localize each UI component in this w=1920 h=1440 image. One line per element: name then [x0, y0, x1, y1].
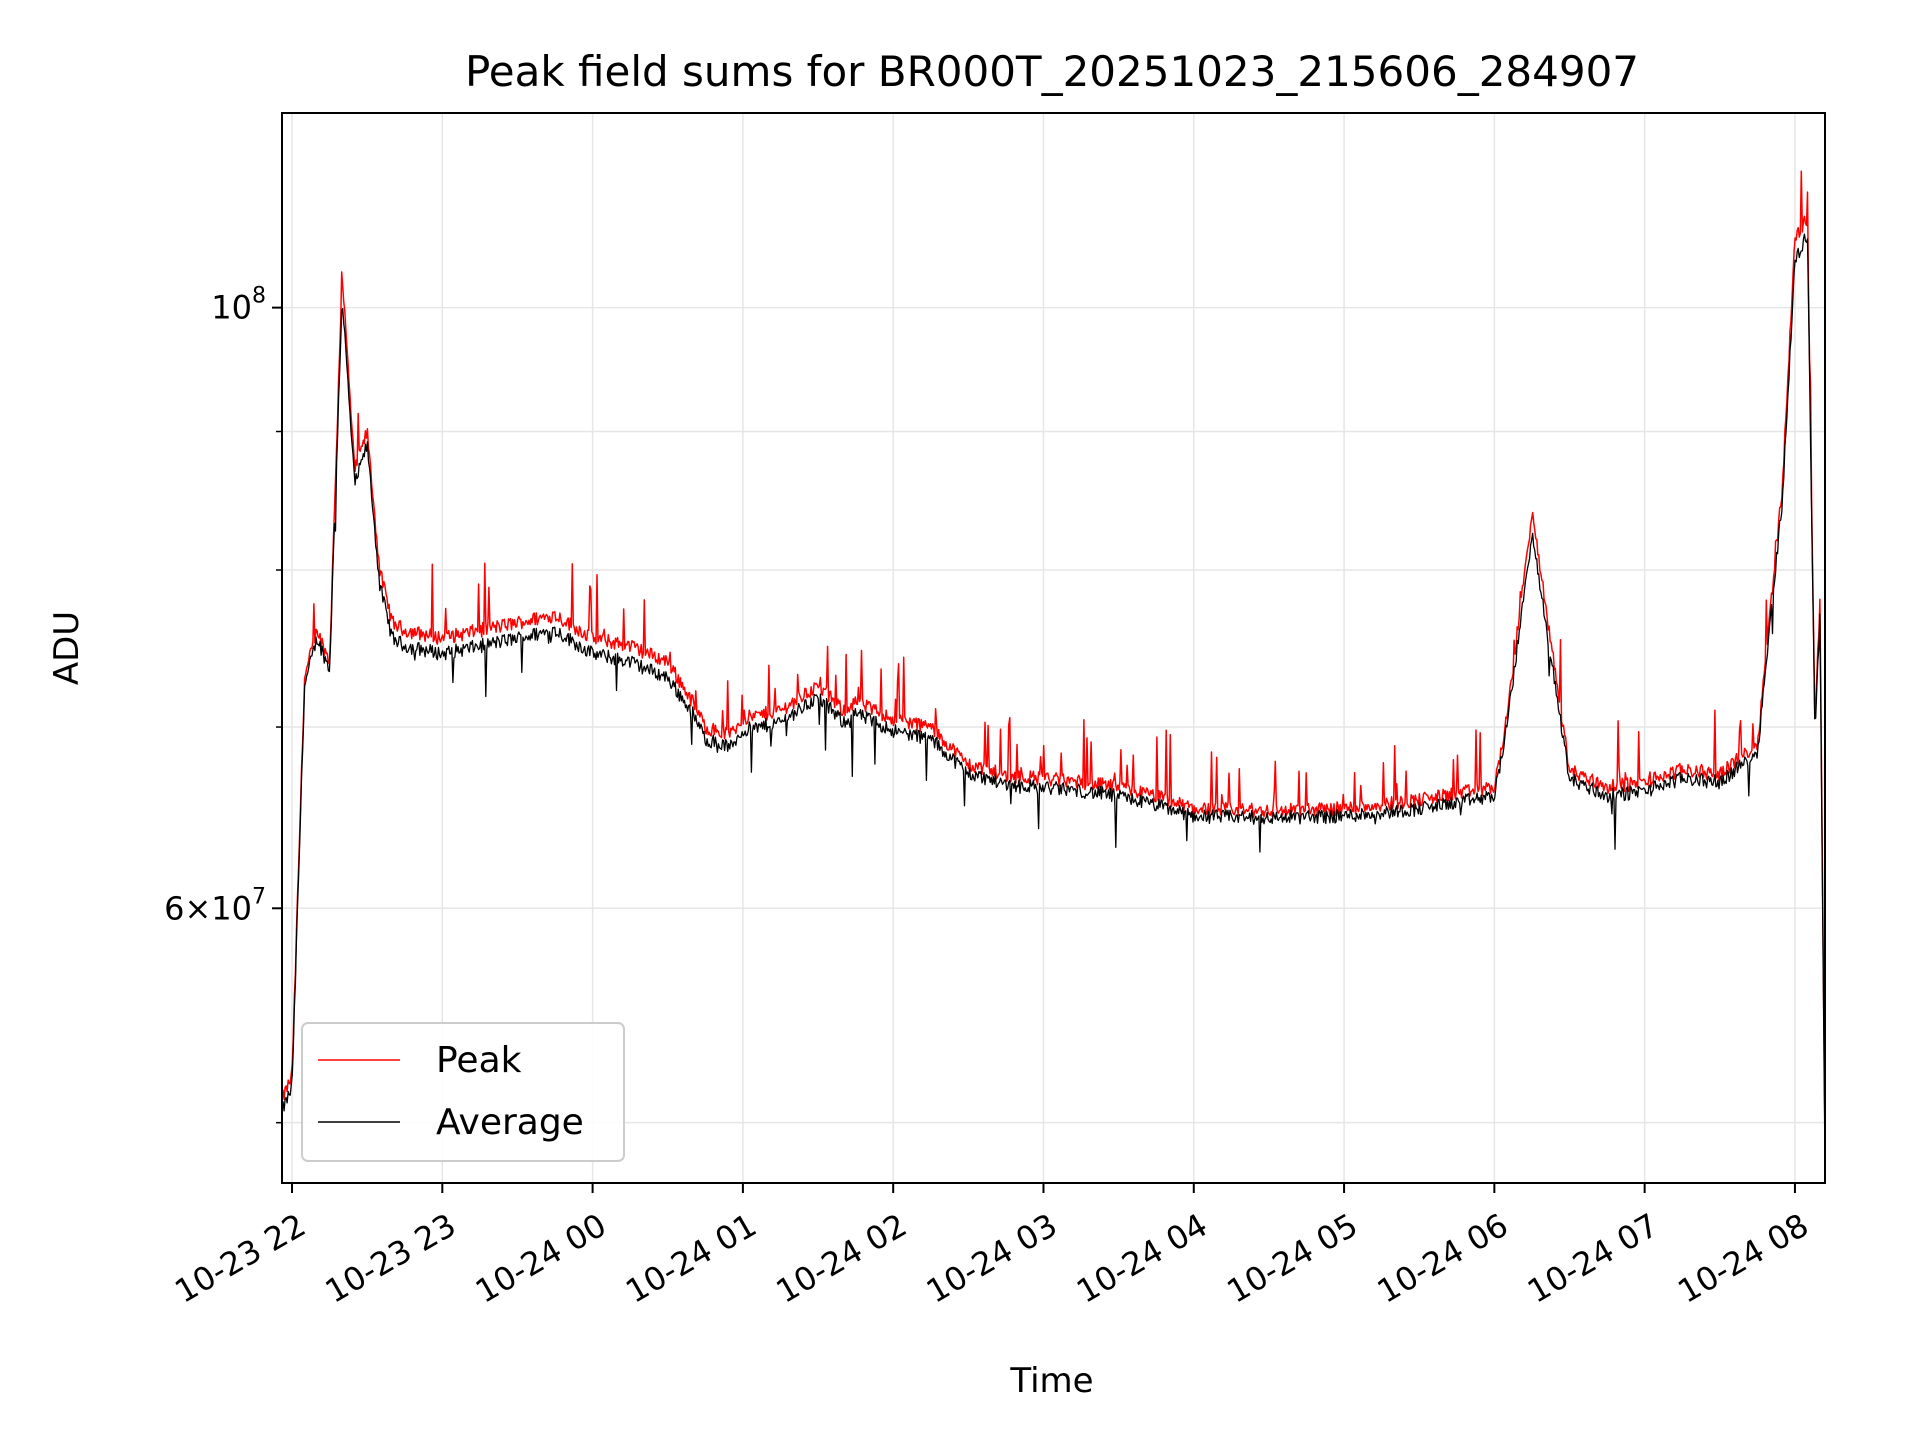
legend-label-average: Average: [436, 1102, 584, 1143]
series-layer: [281, 170, 1826, 1165]
legend-box: [301, 1022, 625, 1162]
y-tick-label: 6×107: [164, 884, 266, 927]
plot-frame: [281, 112, 1826, 1184]
x-axis-label: Time: [1009, 1361, 1093, 1401]
series-line-peak: [281, 170, 1826, 1141]
y-tick-label: 108: [211, 284, 266, 327]
legend-label-peak: Peak: [436, 1040, 522, 1081]
series-line-average: [281, 233, 1826, 1165]
legend: Peak Average: [301, 1022, 625, 1162]
chart-title: Peak field sums for BR000T_20251023_2156…: [465, 47, 1639, 96]
y-axis: 108 6×107: [164, 284, 282, 1124]
y-axis-label: ADU: [47, 611, 87, 685]
grid: [282, 113, 1825, 1183]
